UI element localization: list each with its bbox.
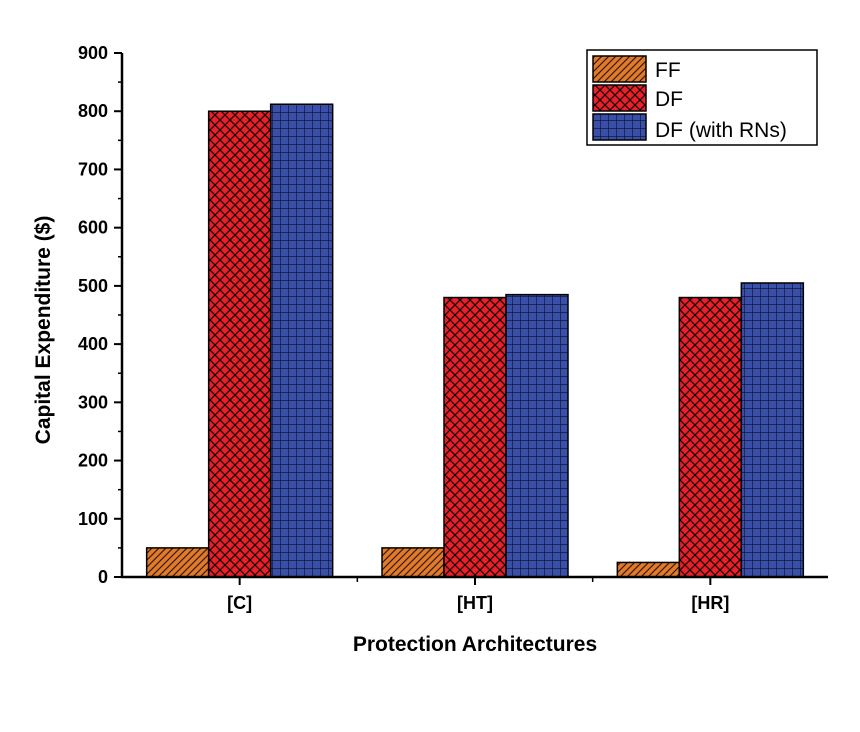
- y-tick-label: 600: [78, 218, 108, 238]
- legend-swatch-df: [592, 84, 647, 112]
- legend-label-df-rns: DF (with RNs): [655, 119, 787, 142]
- y-tick-label: 300: [78, 392, 108, 412]
- legend: FF DF DF (with RNs): [586, 49, 818, 146]
- legend-swatch-df-rns: [592, 113, 647, 141]
- legend-label-df: DF: [655, 88, 683, 111]
- y-tick-label: 700: [78, 159, 108, 179]
- bar-df-ht: [443, 296, 507, 578]
- bar-df-c: [207, 110, 272, 578]
- bar-df-with-rns-c: [269, 103, 334, 578]
- legend-swatch-ff: [592, 55, 647, 83]
- y-tick-label: 900: [78, 43, 108, 63]
- bar-df-hr: [678, 296, 743, 578]
- x-axis-title: Protection Architectures: [353, 633, 597, 656]
- x-tick-label: [C]: [227, 593, 252, 613]
- bar-ff-ht: [381, 547, 445, 578]
- y-tick-label: 400: [78, 334, 108, 354]
- y-tick-label: 0: [98, 567, 108, 587]
- bar-df-with-rns-hr: [740, 282, 805, 578]
- y-tick-label: 100: [78, 509, 108, 529]
- x-tick-label: [HR]: [691, 593, 729, 613]
- bar-df-with-rns-ht: [505, 293, 569, 578]
- x-tick-label: [HT]: [457, 593, 493, 613]
- y-tick-label: 500: [78, 276, 108, 296]
- y-axis-title: Capital Expenditure ($): [32, 216, 55, 445]
- bar-ff-hr: [616, 561, 681, 578]
- axes-layer: 0 100 200 300 400 500 600 700 800 900 [C] [HT] [HR]: [78, 43, 828, 613]
- y-tick-label: 800: [78, 101, 108, 121]
- bars-layer: [145, 103, 805, 578]
- y-tick-label: 200: [78, 451, 108, 471]
- bar-ff-c: [145, 547, 210, 578]
- legend-label-ff: FF: [655, 59, 681, 82]
